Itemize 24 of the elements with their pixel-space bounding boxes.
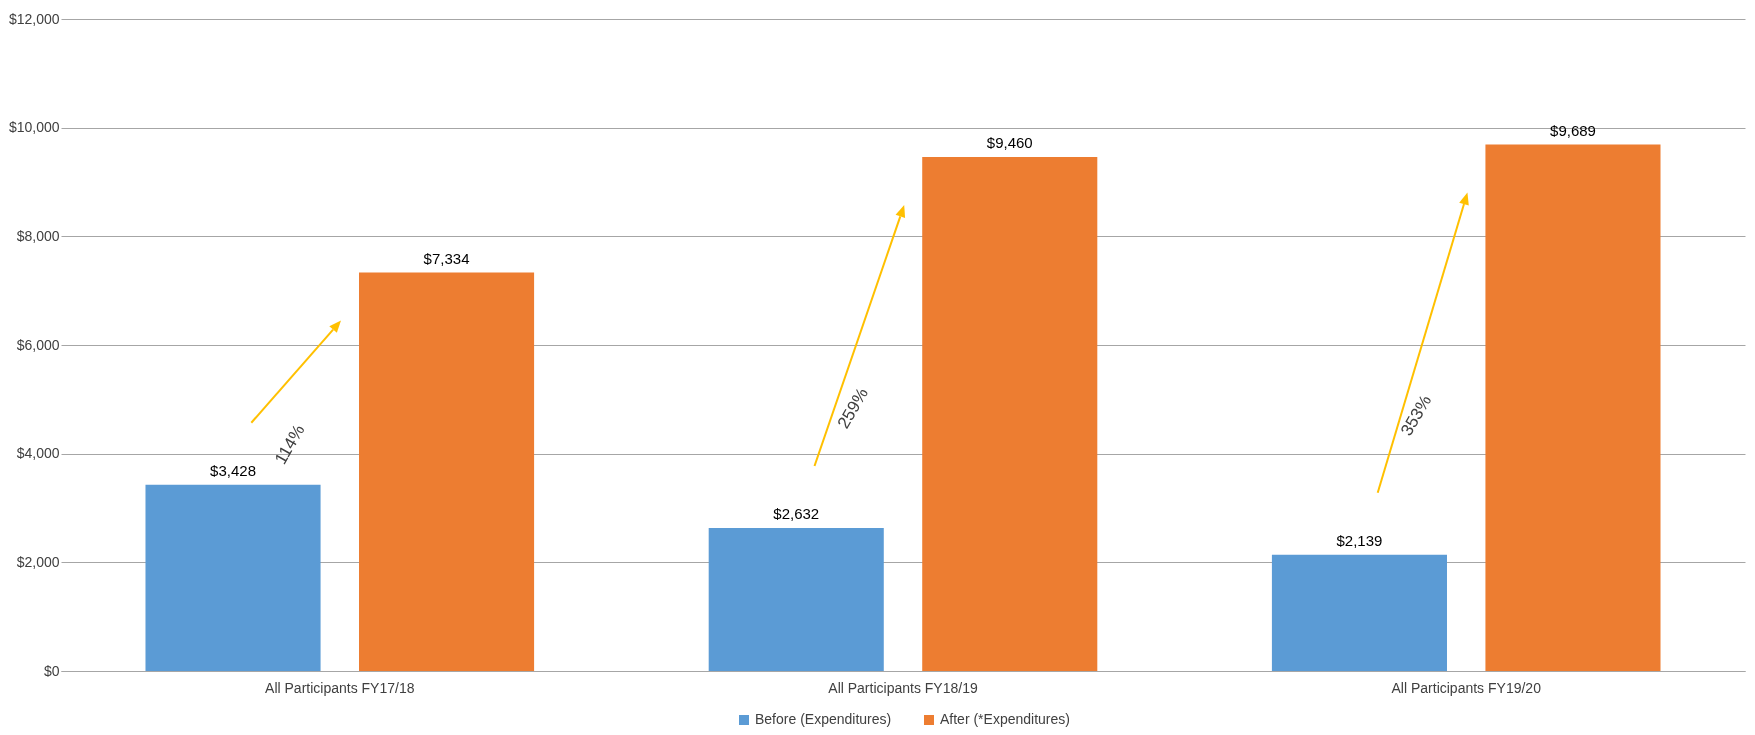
bar (708, 527, 884, 671)
bar (1485, 144, 1661, 671)
y-tick-label: $4,000 (16, 445, 60, 462)
y-tick-label: $8,000 (16, 227, 60, 244)
legend-label: After (*Expenditures) (940, 711, 1070, 727)
x-tick-label: All Participants FY18/19 (828, 679, 978, 696)
x-tick-label: All Participants FY19/20 (1391, 679, 1542, 696)
legend-label: Before (Expenditures) (755, 711, 892, 727)
data-label: $2,632 (773, 504, 820, 522)
bar (359, 272, 535, 671)
y-tick-label: $0 (43, 662, 60, 679)
y-tick-label: $12,000 (8, 10, 60, 27)
y-tick-label: $6,000 (16, 336, 60, 353)
data-label: $9,460 (986, 134, 1033, 152)
y-tick-label: $10,000 (8, 119, 60, 136)
bar (145, 484, 321, 671)
y-tick-label: $2,000 (16, 553, 60, 570)
bar (922, 157, 1098, 671)
bar (1271, 554, 1447, 671)
data-label: $7,334 (423, 249, 470, 267)
x-tick-label: All Participants FY17/18 (265, 679, 415, 696)
data-label: $3,428 (210, 461, 256, 479)
data-label: $9,689 (1550, 121, 1596, 139)
data-label: $2,139 (1336, 531, 1383, 549)
